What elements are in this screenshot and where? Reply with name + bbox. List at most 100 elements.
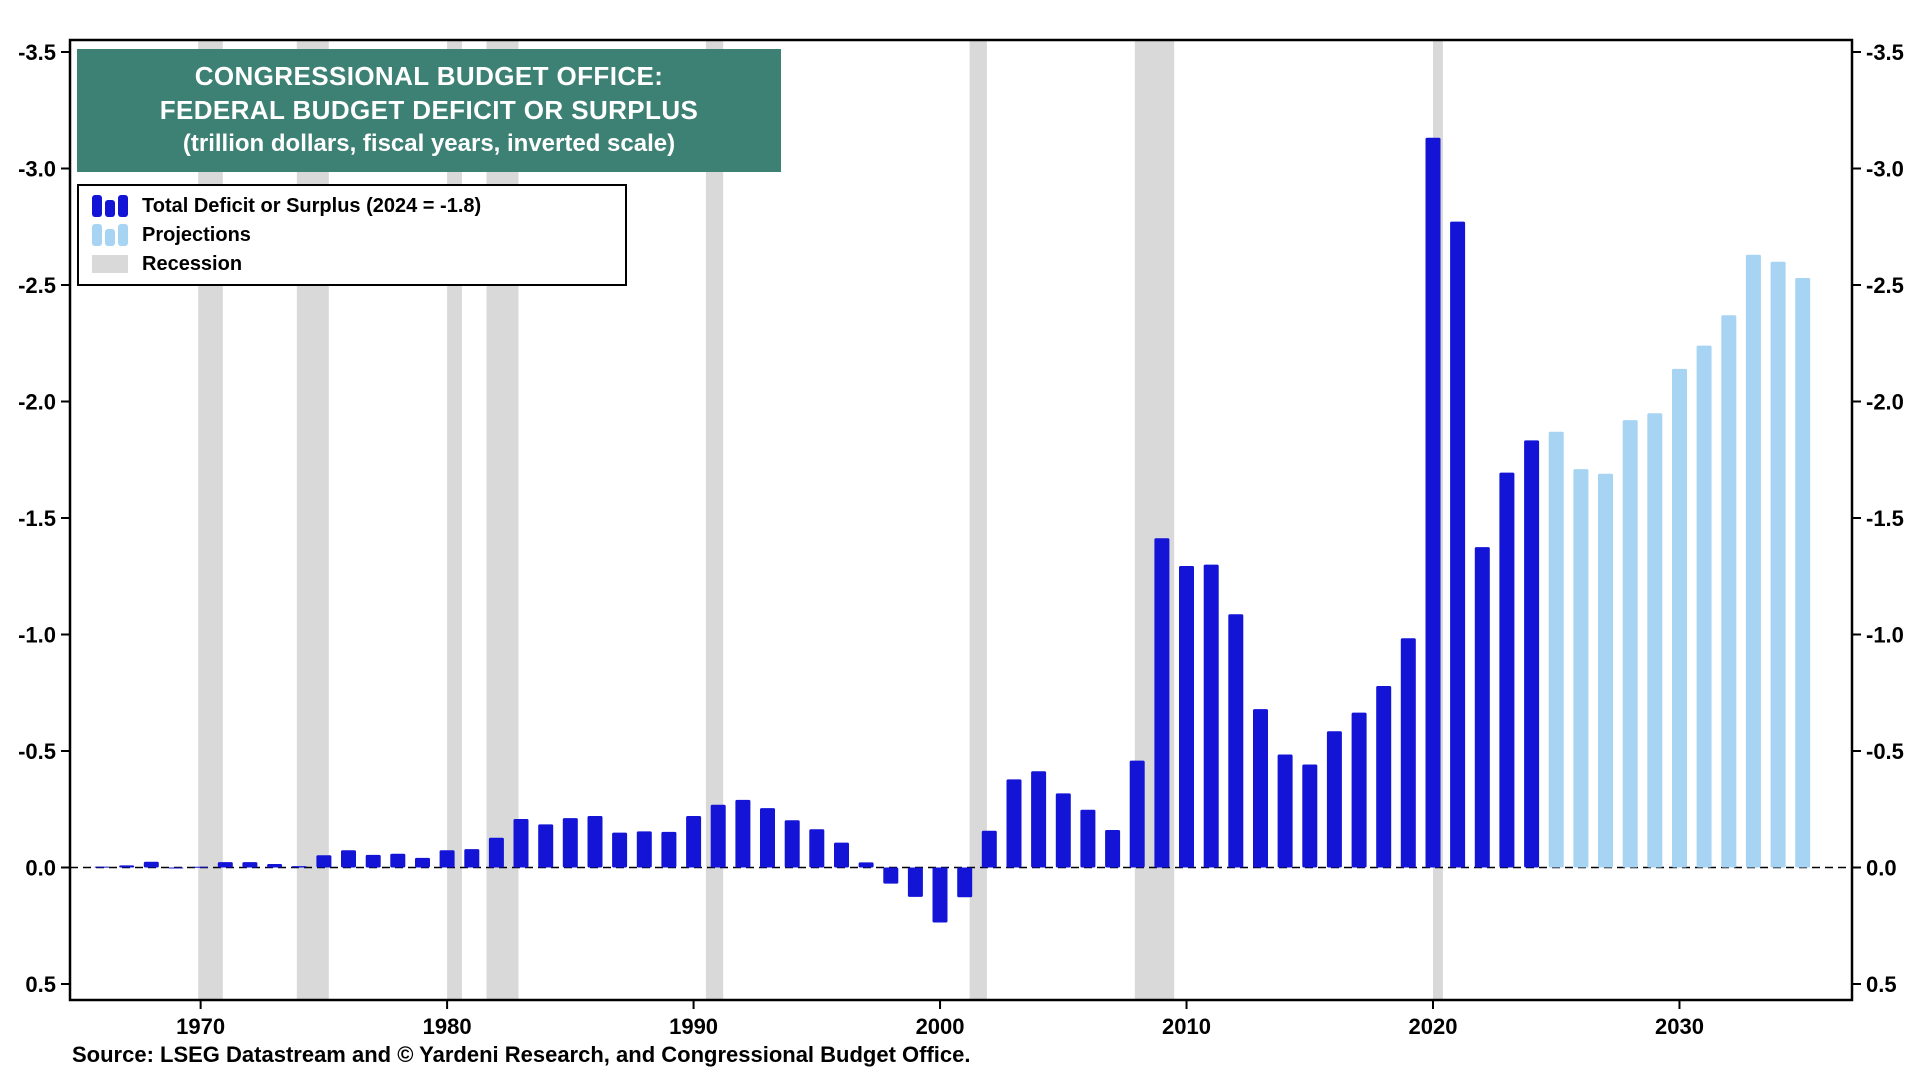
source-note: Source: LSEG Datastream and © Yardeni Re…	[72, 1042, 971, 1067]
bar-1995	[809, 829, 825, 868]
bar-2034	[1770, 261, 1786, 868]
bar-1984	[538, 824, 554, 868]
chart-title-line3: (trillion dollars, fiscal years, inverte…	[182, 129, 676, 157]
bar-2021	[1450, 221, 1466, 868]
bar-1976	[341, 850, 356, 868]
bar-2006	[1080, 809, 1096, 868]
recession-band-icon	[92, 255, 128, 273]
bar-1968	[143, 861, 159, 868]
bar-2007	[1105, 830, 1121, 868]
y-axis-label-left: -3.5	[18, 40, 56, 65]
bar-1966	[94, 866, 110, 868]
bar-2027	[1598, 473, 1613, 868]
bar-2014	[1277, 754, 1293, 868]
bar-1990	[686, 816, 702, 868]
bar-1974	[291, 866, 307, 868]
y-axis-label-right: -3.5	[1866, 40, 1904, 65]
bar-1981	[464, 849, 480, 868]
bar-1978	[390, 853, 406, 868]
x-axis-label: 1990	[669, 1014, 718, 1039]
bar-1986	[587, 816, 603, 868]
chart-title-box: CONGRESSIONAL BUDGET OFFICE: FEDERAL BUD…	[77, 49, 781, 172]
bar-1980	[439, 850, 455, 868]
y-axis-label-right: -2.0	[1866, 390, 1904, 415]
bar-1999	[907, 867, 923, 897]
x-axis-label: 2020	[1409, 1014, 1458, 1039]
recession-band	[969, 41, 987, 999]
legend-item-recession: Recession	[90, 251, 614, 277]
y-axis-label-left: 0.0	[25, 856, 56, 881]
bar-2011	[1203, 564, 1219, 868]
bar-1997	[858, 862, 874, 868]
bar-2029	[1647, 413, 1663, 868]
legend-item-projections: Projections	[90, 222, 614, 248]
bar-2032	[1721, 315, 1737, 868]
y-axis-label-right: -0.5	[1866, 739, 1904, 764]
bar-1988	[636, 831, 652, 868]
bar-2008	[1129, 760, 1145, 868]
y-axis-label-left: -1.0	[18, 623, 56, 648]
bar-1991	[710, 804, 726, 868]
projection-bars-icon	[92, 224, 128, 246]
y-axis-label-right: -1.0	[1866, 623, 1904, 648]
bar-2012	[1228, 614, 1244, 868]
y-axis-label-right: -1.5	[1866, 506, 1904, 531]
bar-2023	[1499, 472, 1515, 868]
bar-1983	[513, 819, 529, 868]
bar-2010	[1179, 566, 1194, 868]
bar-1989	[661, 831, 677, 868]
x-axis-label: 2030	[1655, 1014, 1704, 1039]
recession-band	[705, 41, 724, 999]
bar-2000	[932, 867, 948, 923]
bar-1992	[735, 799, 751, 868]
bar-1994	[784, 820, 800, 868]
legend-label-actual: Total Deficit or Surplus (2024 = -1.8)	[142, 194, 482, 217]
bar-1982	[488, 837, 504, 868]
y-axis-label-right: 0.5	[1866, 972, 1897, 997]
y-axis-label-right: -2.5	[1866, 273, 1904, 298]
bar-2025	[1548, 431, 1564, 868]
bar-2022	[1474, 547, 1490, 868]
bar-2028	[1622, 420, 1638, 868]
bar-2004	[1031, 771, 1047, 868]
bar-2018	[1376, 686, 1392, 868]
y-axis-label-right: 0.0	[1866, 856, 1897, 881]
legend-label-projections: Projections	[142, 223, 251, 246]
y-axis-label-left: -0.5	[18, 739, 56, 764]
bar-1971	[217, 862, 233, 868]
bar-1998	[883, 867, 899, 884]
bar-2002	[981, 830, 997, 868]
bar-2019	[1400, 638, 1416, 868]
bar-1993	[760, 808, 775, 868]
plot-frame	[68, 38, 1854, 1002]
chart-legend: Total Deficit or Surplus (2024 = -1.8) P…	[77, 184, 627, 286]
bar-2031	[1696, 345, 1712, 868]
bar-1973	[267, 864, 283, 868]
chart-title-line2: FEDERAL BUDGET DEFICIT OR SURPLUS	[159, 94, 699, 125]
y-axis-label-left: 0.5	[25, 972, 56, 997]
bar-2035	[1795, 278, 1811, 868]
x-axis-label: 1980	[423, 1014, 472, 1039]
bar-1969	[168, 867, 184, 869]
y-axis-label-left: -2.0	[18, 390, 56, 415]
bar-2013	[1253, 709, 1268, 868]
bar-2015	[1302, 764, 1318, 868]
y-axis-label-left: -3.0	[18, 157, 56, 182]
bar-2001	[957, 867, 973, 898]
bar-1972	[242, 862, 258, 868]
bar-1987	[612, 832, 628, 868]
bar-1975	[316, 855, 332, 868]
bar-2026	[1573, 469, 1589, 868]
bar-1996	[834, 842, 849, 868]
legend-label-recession: Recession	[142, 252, 243, 275]
x-axis-label: 2010	[1162, 1014, 1211, 1039]
bar-1977	[365, 854, 381, 868]
x-axis-label: 1970	[176, 1014, 225, 1039]
bar-1970	[193, 866, 209, 868]
bar-1985	[562, 818, 578, 868]
legend-item-actual: Total Deficit or Surplus (2024 = -1.8)	[90, 193, 614, 219]
y-axis-label-right: -3.0	[1866, 157, 1904, 182]
y-axis-label-left: -2.5	[18, 273, 56, 298]
bar-2003	[1006, 779, 1022, 868]
